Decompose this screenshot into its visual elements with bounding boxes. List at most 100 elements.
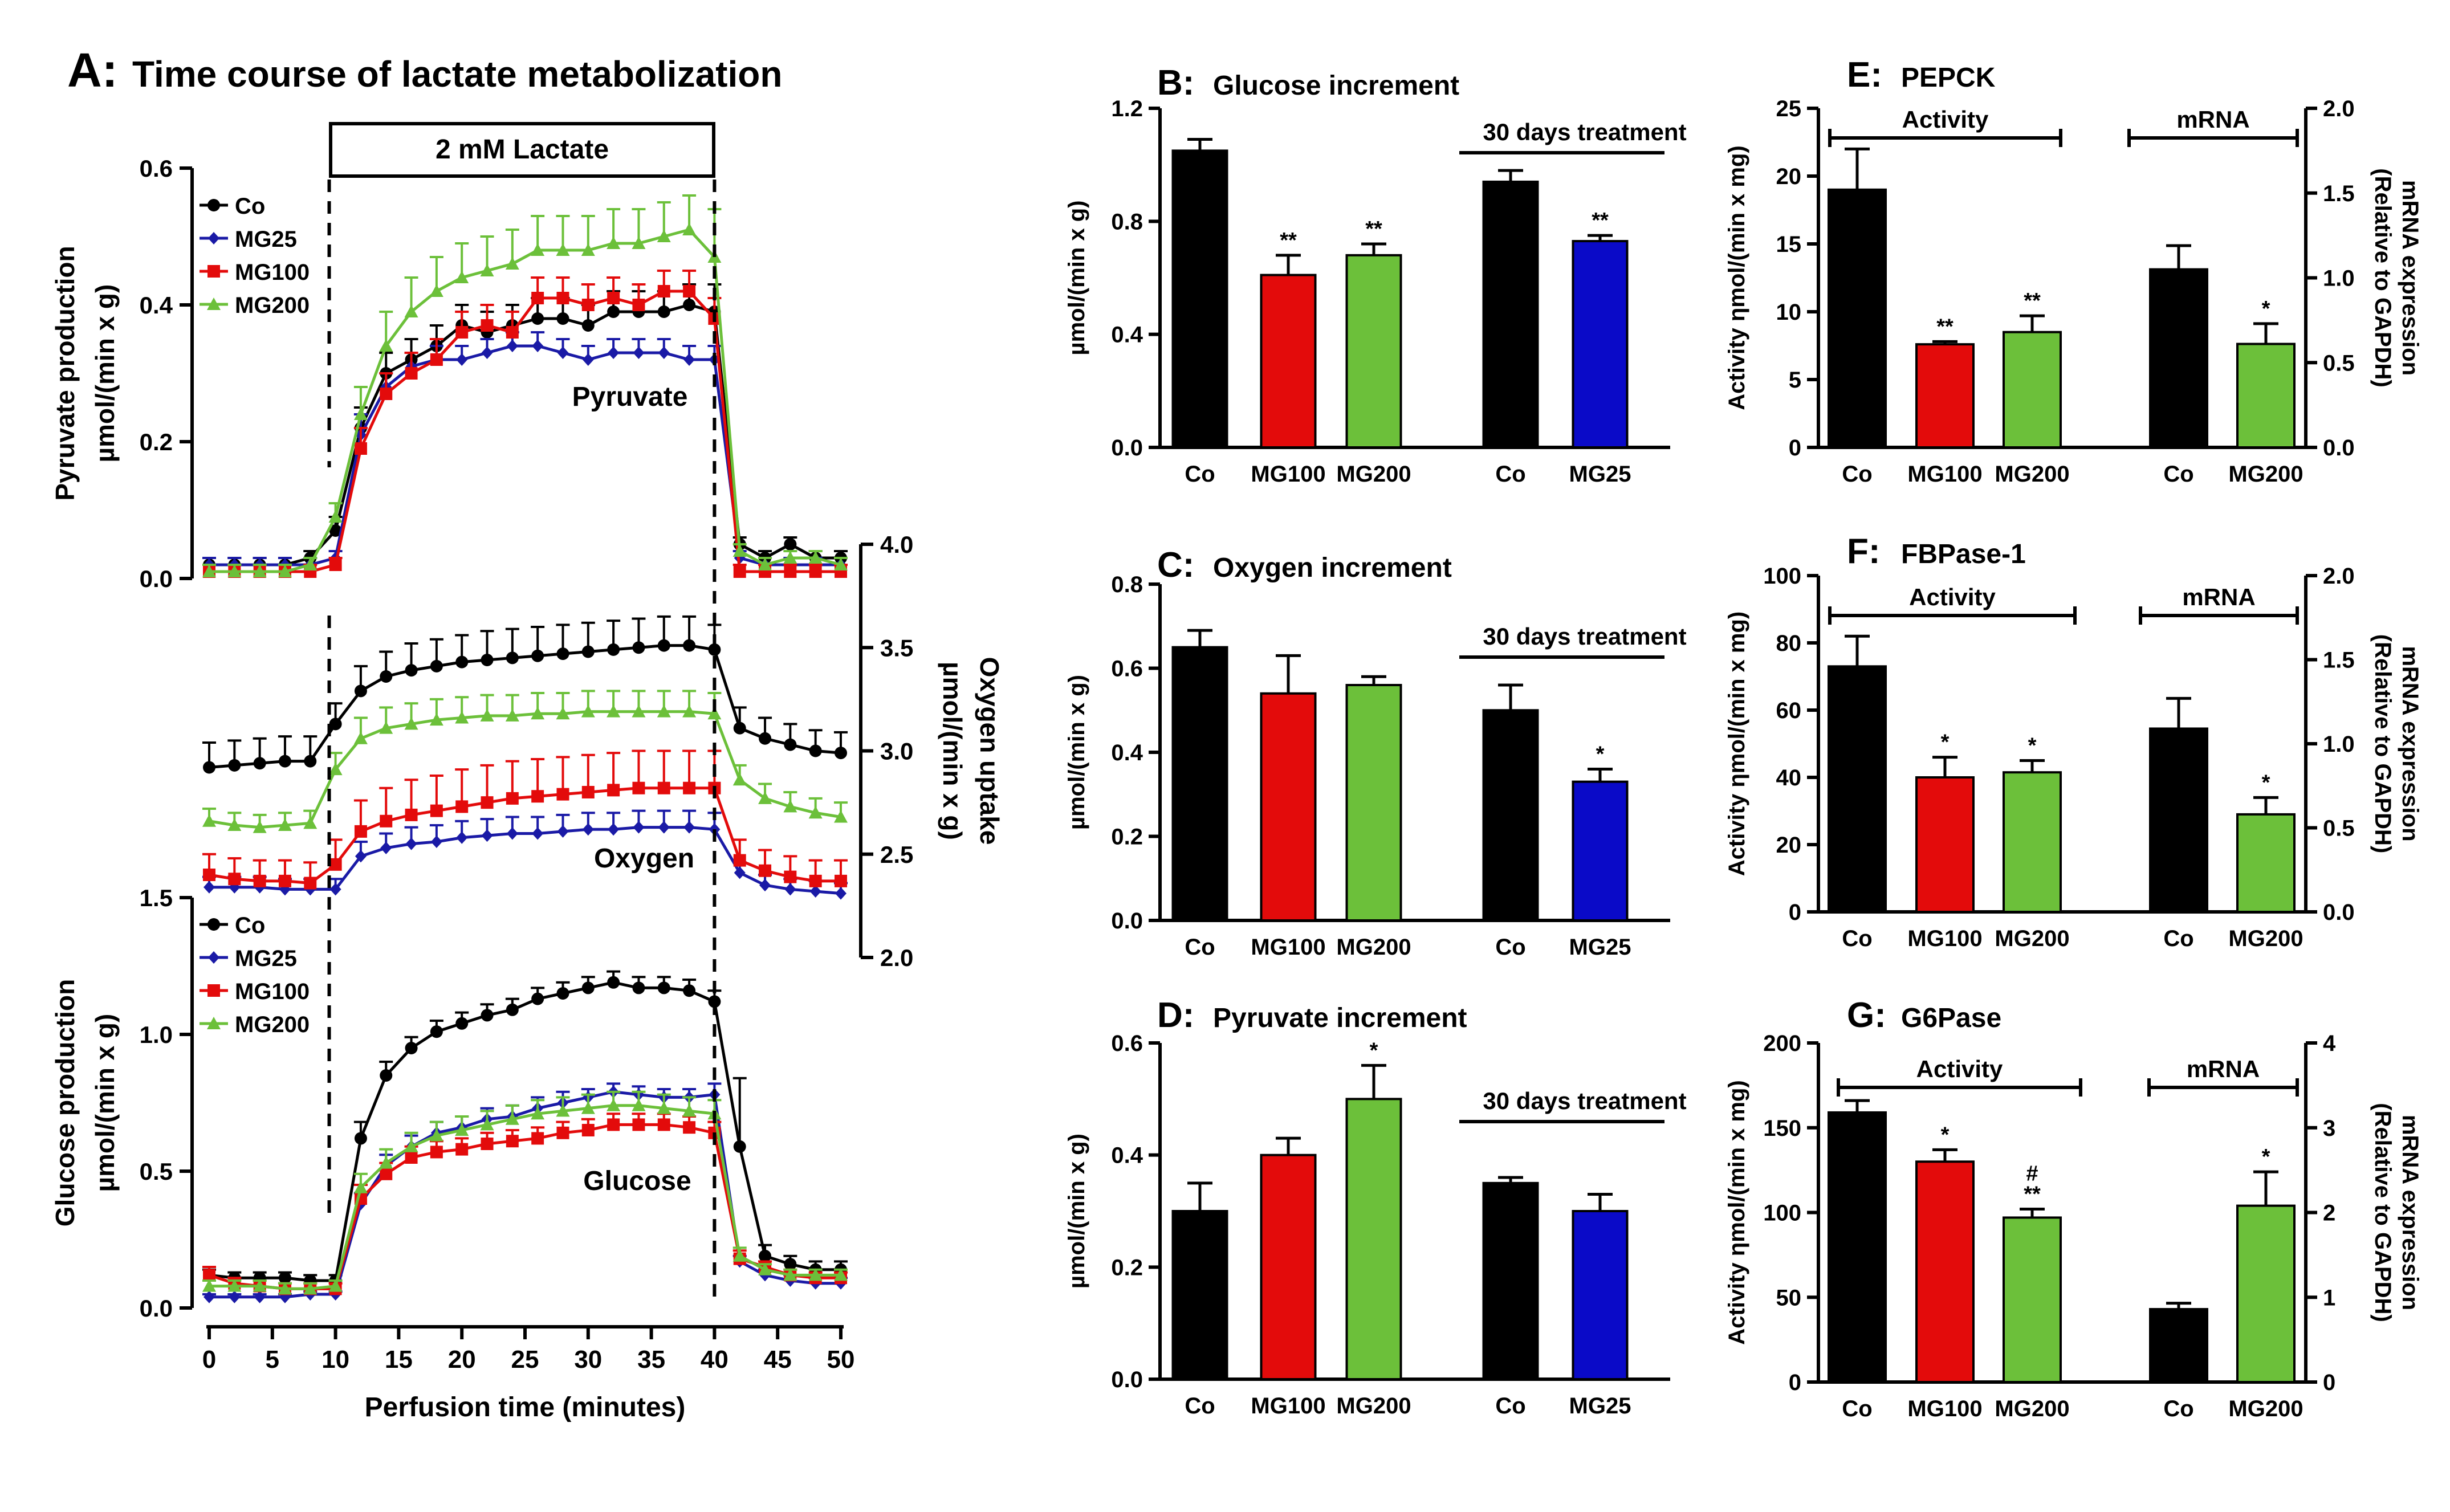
A-oxygen-MG200-point [632, 704, 646, 718]
E-x-tick-label: Co [1842, 462, 1872, 487]
A-oxygen-MG25-point [633, 821, 645, 834]
panel-letter-B: B: [1157, 63, 1194, 103]
D-x-tick-label: MG100 [1251, 1393, 1325, 1419]
A-oxygen-MG200-point [581, 704, 595, 718]
E-bar-mg100 [1915, 343, 1975, 449]
B-x-tick-label: Co [1495, 462, 1525, 487]
D-y-tick-label: 0.0 [1111, 1367, 1143, 1392]
A-oxygen-MG100-point [607, 784, 620, 797]
A-oxygen-MG200-point [278, 818, 292, 831]
A-pyruvate-MG25-point [481, 347, 493, 359]
A-oxygen-Co-point [531, 649, 544, 662]
E-y2-label: mRNA expression [2398, 180, 2423, 376]
A-oxygen-Co-point [835, 747, 847, 760]
G-y-tick-label: 0 [1789, 1370, 1801, 1395]
A-legend-marker-MG200 [207, 1017, 221, 1029]
B-bar-mg100 [1260, 274, 1317, 449]
A-glucose-MG25-line [209, 1090, 841, 1299]
E-y2-tick-label: 1.5 [2323, 181, 2355, 206]
panel-letter-A: A: [67, 43, 118, 97]
A-lactate-box [329, 122, 715, 178]
A-glucose-y-unit: µmol/(min x g) [90, 1014, 120, 1192]
A-glucose-Co-point [380, 1069, 393, 1082]
A-glucose-MG100-point [531, 1132, 544, 1145]
C-y-tick-label: 0.2 [1111, 825, 1143, 850]
B-y-tick-label: 0.8 [1111, 209, 1143, 234]
A-oxygen-MG200-point [607, 704, 621, 718]
E-y-tick-label: 0 [1789, 435, 1801, 460]
B-bar-co [1482, 180, 1539, 449]
A-pyruvate-Co-point [683, 299, 696, 311]
F-y-tick-label: 100 [1763, 564, 1801, 589]
A-glucose-MG200-point [278, 1282, 292, 1295]
D-x-tick-label: MG25 [1569, 1393, 1631, 1419]
A-pyruvate-MG100-point [683, 285, 696, 297]
A-pyruvate-MG200-point [808, 551, 823, 564]
A-oxygen-MG25-point [456, 831, 468, 844]
A-glucose-Co-point [455, 1017, 469, 1030]
A-oxygen-Co-point [228, 759, 241, 772]
A-oxygen-Co-point [556, 647, 569, 661]
A-pyruvate-MG200-point [429, 284, 443, 297]
A-legend-marker-Co [207, 918, 220, 931]
E-y-tick-label: 10 [1776, 300, 1802, 325]
A-pyruvate-y-tick-label: 0.6 [140, 155, 173, 182]
A-oxygen-MG200-point [732, 773, 747, 786]
A-glucose-MG100-point [581, 1124, 595, 1136]
A-oxygen-Co-point [203, 761, 215, 774]
A-pyruvate-Co-line [209, 303, 841, 567]
F-bar-co [1828, 665, 1887, 914]
A-glucose-MG100-point [380, 1167, 393, 1180]
G-y-tick-label: 100 [1763, 1201, 1801, 1226]
A-glucose-MG100-point [556, 1126, 569, 1139]
A-glucose-Co-point [405, 1042, 418, 1054]
G-bar-co [2149, 1308, 2208, 1383]
F-bar-co [2149, 727, 2208, 913]
A-legend-label-MG100: MG100 [235, 979, 310, 1004]
A-x-tick-label: 25 [511, 1346, 539, 1374]
A-pyruvate-MG25-point [608, 347, 620, 359]
G-bar-mg200 [2003, 1216, 2062, 1384]
A-oxygen-MG25-point [734, 866, 746, 879]
A-x-tick-label: 45 [764, 1346, 792, 1374]
A-pyruvate-MG100-point [657, 285, 670, 297]
A-oxygen-Co-point [683, 639, 696, 652]
A-oxygen-MG100-point [632, 781, 645, 794]
C-y-tick-label: 0.4 [1111, 740, 1143, 765]
A-oxygen-MG25-point [759, 879, 771, 892]
A-pyruvate-MG200-point [202, 565, 216, 577]
A-pyruvate-MG25-point [506, 340, 518, 352]
A-oxygen-Co-point [708, 643, 721, 656]
F-significance: * [2028, 734, 2037, 758]
G-y2-label2: (Relative to GAPDH) [2370, 1103, 2395, 1322]
C-bar-mg200 [1345, 684, 1402, 922]
A-oxygen-Co-point [632, 641, 645, 654]
A-glucose-MG200-point [632, 1098, 646, 1111]
A-oxygen-MG200-point [531, 707, 545, 720]
A-glucose-MG25-point [229, 1290, 241, 1303]
B-group-label: 30 days treatment [1483, 119, 1686, 145]
C-x-tick-label: MG200 [1336, 935, 1411, 960]
G-y2-label: mRNA expression [2398, 1115, 2423, 1310]
G-group-label-0: Activity [1916, 1055, 2003, 1082]
panel-letter-E: E: [1847, 55, 1882, 95]
A-glucose-Co-point [581, 981, 595, 995]
C-y-tick-label: 0.0 [1111, 908, 1143, 934]
F-x-tick-label: MG200 [1995, 926, 2069, 951]
E-y-label: Activity ηmol/(min x mg) [1724, 145, 1749, 410]
A-oxygen-MG25-point [608, 823, 620, 836]
A-glucose-Co-point [556, 987, 569, 1000]
D-bar-co [1482, 1181, 1539, 1380]
A-glucose-y-tick-label: 1.0 [140, 1021, 173, 1048]
A-legend-marker-Co [207, 199, 220, 211]
A-glucose-MG200-point [353, 1180, 368, 1193]
A-glucose-MG200-point [227, 1279, 242, 1292]
B-y-tick-label: 0.4 [1111, 323, 1143, 348]
A-oxygen-Co-point [733, 722, 746, 735]
A-pyruvate-y-tick-label: 0.4 [140, 292, 173, 319]
E-y2-label2: (Relative to GAPDH) [2370, 168, 2395, 388]
A-oxygen-MG200-point [303, 816, 318, 829]
A-pyruvate-Co-point [329, 524, 342, 537]
A-glucose-MG200-point [303, 1282, 318, 1295]
C-bar-co [1171, 646, 1228, 922]
